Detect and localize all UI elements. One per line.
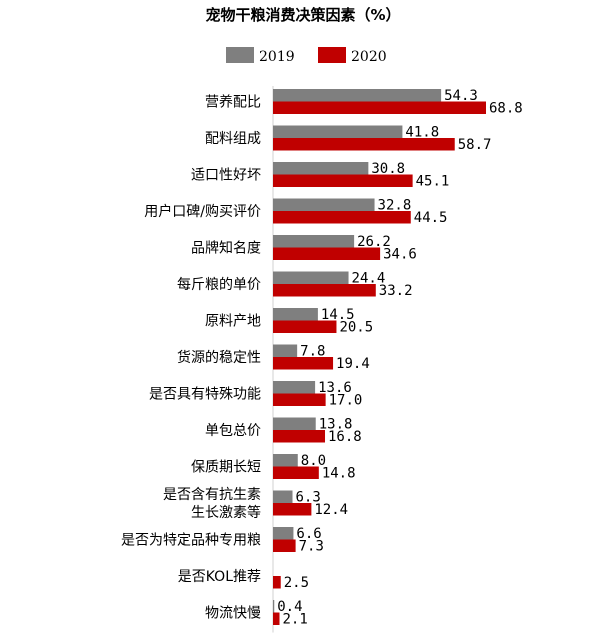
- bar-2019: [273, 344, 298, 357]
- data-label-2019: 6.3: [296, 490, 321, 506]
- chart-title: 宠物干粮消费决策因素（%）: [205, 6, 400, 24]
- data-label-2019: 14.5: [321, 307, 355, 323]
- category-label: 物流快慢: [205, 605, 261, 622]
- bar-2020: [273, 247, 381, 260]
- data-label-2020: 20.5: [339, 320, 373, 336]
- category-label: 原料产地: [205, 314, 261, 330]
- bar-2020: [273, 612, 280, 625]
- category-label: 营养配比: [205, 95, 261, 111]
- category-label: 保质期长短: [191, 460, 261, 476]
- data-label-2020: 34.6: [383, 247, 417, 263]
- data-label-2020: 44.5: [414, 210, 448, 226]
- bar-2020: [273, 393, 326, 406]
- category-label: 是否具有特殊功能: [149, 387, 261, 403]
- data-label-2019: 26.2: [357, 234, 391, 250]
- data-label-2020: 68.8: [489, 101, 523, 117]
- category-label: 每斤粮的单价: [177, 277, 261, 293]
- data-label-2020: 16.8: [328, 429, 362, 445]
- bar-2019: [273, 600, 275, 613]
- bar-2019: [273, 198, 375, 211]
- bar-2020: [273, 430, 326, 443]
- data-label-2019: 41.8: [405, 125, 439, 141]
- legend-swatch-2019: [226, 47, 254, 63]
- data-label-2019: 13.6: [318, 380, 352, 396]
- category-label: 是否含有抗生素生长激素等: [163, 487, 261, 521]
- bar-2020: [273, 357, 334, 370]
- data-label-2020: 2.1: [283, 612, 308, 628]
- legend: 2019 2020: [226, 47, 387, 65]
- data-label-2019: 32.8: [378, 198, 412, 214]
- bar-2019: [273, 308, 318, 321]
- data-label-2019: 30.8: [371, 161, 405, 177]
- data-label-2020: 17.0: [329, 393, 363, 409]
- category-label: 是否为特定品种专用粮: [121, 533, 261, 549]
- data-label-2020: 33.2: [379, 283, 413, 299]
- legend-label-2020: 2020: [351, 49, 387, 65]
- bar-2020: [273, 211, 411, 224]
- category-label: 单包总价: [205, 423, 261, 439]
- category-label: 配料组成: [205, 131, 261, 147]
- bar-2019: [273, 271, 349, 284]
- data-label-2019: 13.8: [319, 417, 353, 433]
- category-label: 用户口碑/购买评价: [144, 203, 261, 220]
- data-label-2019: 24.4: [352, 271, 386, 287]
- plot-area: 营养配比 54.3 68.8 配料组成 41.8 58.7 适口性好坏 30.8 45.1 用户口…: [121, 86, 523, 633]
- category-label: 适口性好坏: [191, 168, 261, 184]
- bar-2020: [273, 138, 455, 151]
- bar-2019: [273, 235, 355, 248]
- category-label-line: 生长激素等: [191, 504, 261, 521]
- data-label-2019: 54.3: [444, 88, 478, 104]
- bar-2020: [273, 284, 376, 297]
- data-label-2020: 45.1: [416, 174, 450, 190]
- bar-2019: [273, 162, 369, 175]
- bar-2019: [273, 417, 316, 430]
- bar-2019: [273, 381, 316, 394]
- data-label-2020: 12.4: [314, 502, 348, 518]
- legend-label-2019: 2019: [259, 49, 295, 65]
- data-label-2020: 14.8: [322, 466, 356, 482]
- data-label-2019: 0.4: [277, 599, 302, 615]
- data-label-2019: 6.6: [296, 526, 321, 542]
- category-label: 品牌知名度: [191, 240, 261, 257]
- category-label: 是否KOL推荐: [178, 569, 261, 585]
- bar-2020: [273, 503, 312, 516]
- data-label-2020: 58.7: [458, 137, 492, 153]
- data-label-2020: 7.3: [299, 539, 324, 555]
- bar-2020: [273, 539, 296, 552]
- bar-2020: [273, 320, 337, 333]
- bar-2019: [273, 89, 442, 102]
- data-label-2019: 8.0: [301, 453, 326, 469]
- bar-2020: [273, 101, 486, 114]
- bar-2019: [273, 125, 403, 138]
- bar-2019: [273, 527, 294, 540]
- bar-2020: [273, 576, 281, 589]
- data-label-2019: 7.8: [300, 344, 325, 360]
- legend-swatch-2020: [318, 47, 346, 63]
- data-label-2020: 2.5: [284, 575, 309, 591]
- bar-2020: [273, 466, 319, 479]
- category-label-line: 是否含有抗生素: [163, 487, 261, 503]
- bar-2020: [273, 174, 413, 187]
- bar-2019: [273, 490, 293, 503]
- data-label-2020: 19.4: [336, 356, 370, 372]
- bar-2019: [273, 454, 298, 467]
- category-label: 货源的稳定性: [177, 349, 261, 366]
